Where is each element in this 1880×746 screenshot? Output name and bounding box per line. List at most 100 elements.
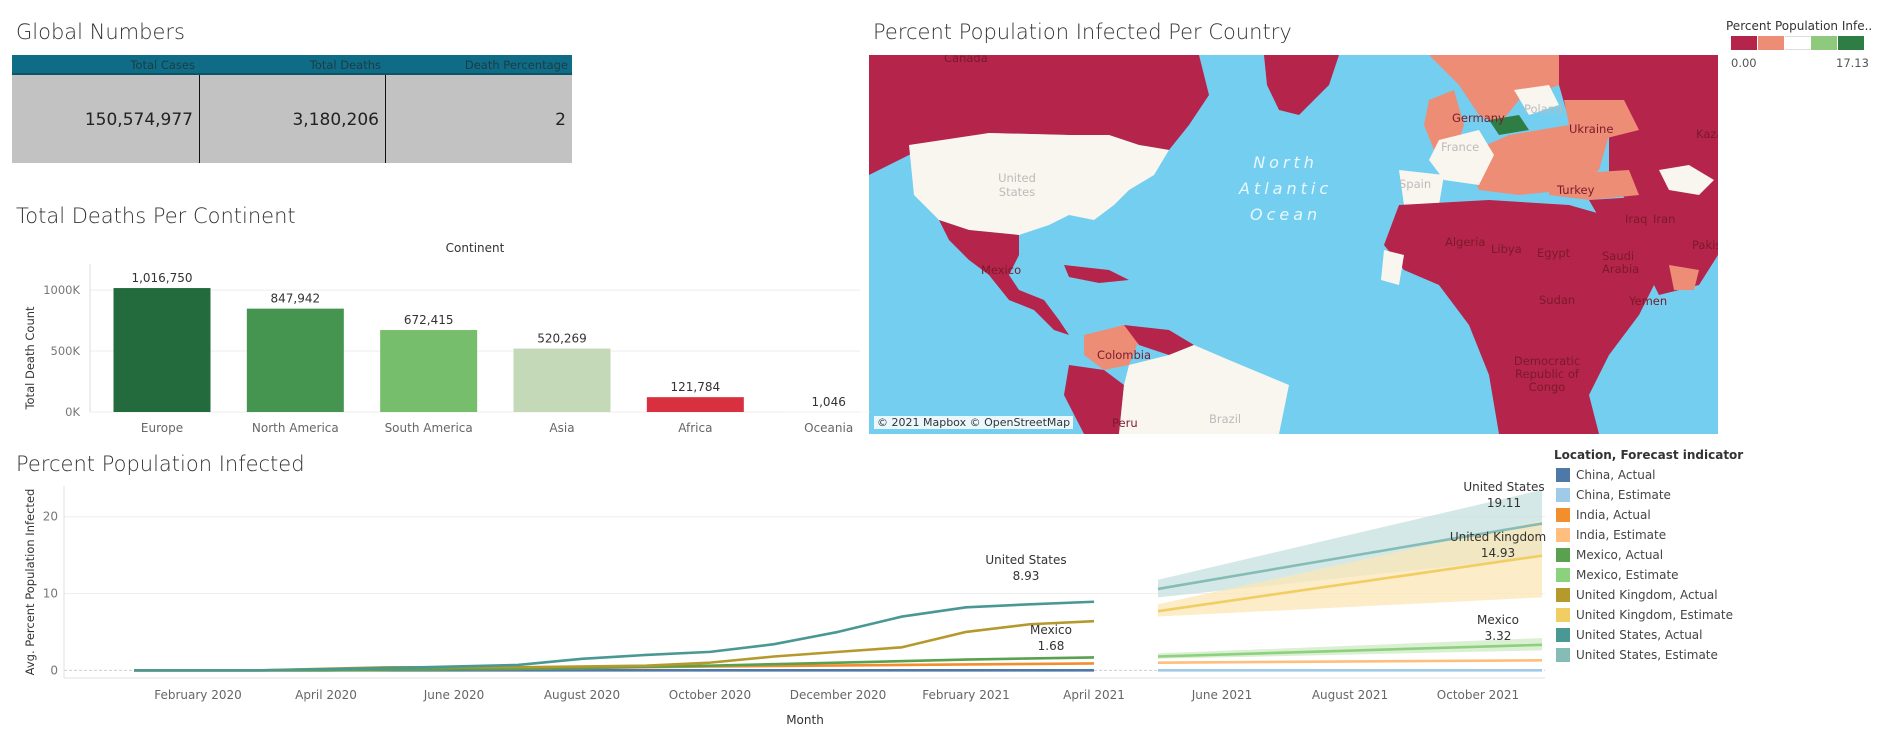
bar-africa bbox=[646, 397, 744, 412]
map-region-central-asia[interactable] bbox=[1659, 165, 1714, 195]
map-region-poland[interactable] bbox=[1514, 85, 1559, 115]
line-x-tick-label: February 2020 bbox=[154, 688, 242, 702]
bar-category-label: Africa bbox=[678, 421, 712, 435]
line-x-axis-label: Month bbox=[786, 713, 824, 727]
map-label-ukraine: Ukraine bbox=[1569, 122, 1614, 136]
map-legend-title: Percent Population Infe.. bbox=[1726, 19, 1873, 33]
line-annotation-value: 19.11 bbox=[1487, 496, 1521, 510]
line-x-tick-label: August 2020 bbox=[544, 688, 620, 702]
map-label-sudan: Sudan bbox=[1539, 293, 1576, 307]
line-x-tick-label: December 2020 bbox=[790, 688, 887, 702]
header-total-cases: Total Cases bbox=[130, 58, 195, 72]
bar-y-tick-label: 0K bbox=[65, 405, 80, 419]
map-title: Percent Population Infected Per Country bbox=[873, 20, 1292, 44]
line-series bbox=[1157, 522, 1543, 591]
value-death-percentage: 2 bbox=[385, 75, 572, 163]
map-region-peru[interactable] bbox=[1064, 365, 1124, 434]
continent-chart-title: Total Deaths Per Continent bbox=[16, 204, 296, 228]
map-region-mexico[interactable] bbox=[939, 220, 1069, 335]
legend-item[interactable]: United Kingdom, Actual bbox=[1556, 585, 1733, 605]
map-label-canada: Canada bbox=[944, 55, 988, 65]
map-label-saudi-arabia: Saudi Arabia bbox=[1602, 249, 1640, 276]
legend-color-5 bbox=[1838, 36, 1865, 50]
line-y-tick-label: 0 bbox=[50, 663, 58, 677]
map-label-iraq: Iraq bbox=[1625, 212, 1648, 226]
line-x-tick-label: August 2021 bbox=[1312, 688, 1388, 702]
bar-y-axis-label: Total Death Count bbox=[23, 306, 37, 411]
legend-swatch bbox=[1556, 608, 1570, 622]
map-region-colombia[interactable] bbox=[1084, 325, 1139, 370]
ocean-label-line-3: Ocean bbox=[1249, 205, 1322, 224]
line-series bbox=[1157, 659, 1543, 664]
map-legend-color-bar[interactable] bbox=[1731, 36, 1865, 50]
global-numbers-header-row: Total Cases Total Deaths Death Percentag… bbox=[12, 55, 572, 75]
map-label-united-states: United States bbox=[998, 171, 1036, 199]
legend-item[interactable]: Mexico, Actual bbox=[1556, 545, 1733, 565]
ocean-label-line-1: North bbox=[1253, 153, 1318, 172]
legend-swatch bbox=[1556, 548, 1570, 562]
global-numbers-value-row: 150,574,977 3,180,206 2 bbox=[12, 75, 572, 163]
bar-south-america bbox=[380, 330, 478, 412]
map-region-turkey[interactable] bbox=[1549, 170, 1639, 200]
map-region-czechia[interactable] bbox=[1489, 115, 1529, 135]
map-credit[interactable]: © 2021 Mapbox © OpenStreetMap bbox=[874, 416, 1074, 429]
bar-value-label: 847,942 bbox=[271, 292, 321, 306]
legend-color-1 bbox=[1731, 36, 1758, 50]
ocean-label-line-2: Atlantic bbox=[1239, 179, 1333, 198]
infection-line-chart[interactable]: 0 10 20 Avg. Percent Population Infected Mon… bbox=[0, 476, 1560, 746]
map-region-united-states[interactable] bbox=[909, 133, 1169, 235]
legend-label: India, Estimate bbox=[1576, 528, 1667, 542]
map-region-spain[interactable] bbox=[1399, 170, 1444, 205]
line-annotation-value: 1.68 bbox=[1038, 639, 1065, 653]
map-region-oman[interactable] bbox=[1669, 265, 1699, 290]
map-label-algeria: Algeria bbox=[1445, 235, 1486, 249]
map-region-ukraine[interactable] bbox=[1564, 100, 1639, 140]
map-region-canada[interactable] bbox=[869, 55, 1209, 175]
map-region-venezuela[interactable] bbox=[1124, 325, 1194, 355]
bar-oceania bbox=[780, 411, 870, 413]
legend-item[interactable]: Mexico, Estimate bbox=[1556, 565, 1733, 585]
map-region-west-sahara[interactable] bbox=[1381, 250, 1404, 285]
line-y-tick-label: 20 bbox=[43, 510, 58, 524]
line-x-tick-label: April 2021 bbox=[1063, 688, 1125, 702]
value-total-deaths: 3,180,206 bbox=[199, 75, 385, 163]
bar-category-label: Asia bbox=[549, 421, 574, 435]
line-y-axis-label: Avg. Percent Population Infected bbox=[23, 489, 37, 676]
legend-swatch bbox=[1556, 468, 1570, 482]
map-label-peru: Peru bbox=[1112, 416, 1138, 430]
header-death-percentage: Death Percentage bbox=[464, 58, 568, 72]
legend-swatch bbox=[1556, 528, 1570, 542]
map-region-scandinavia[interactable] bbox=[1429, 55, 1569, 125]
continent-bar-chart[interactable]: Continent 0K 500K 1000K Total Death Count 1,0… bbox=[0, 236, 870, 476]
map-region-brazil[interactable] bbox=[1119, 345, 1289, 434]
legend-label: United Kingdom, Actual bbox=[1576, 588, 1718, 602]
line-annotation-name: United Kingdom bbox=[1450, 530, 1546, 544]
legend-item[interactable]: China, Actual bbox=[1556, 465, 1733, 485]
map-region-africa[interactable] bbox=[1384, 200, 1659, 434]
map-label-egypt: Egypt bbox=[1537, 246, 1571, 260]
line-annotation-value: 8.93 bbox=[1013, 569, 1040, 583]
forecast-band bbox=[1158, 520, 1542, 617]
map-region-caribbean[interactable] bbox=[1064, 265, 1129, 283]
legend-item[interactable]: India, Estimate bbox=[1556, 525, 1733, 545]
map-region-france[interactable] bbox=[1429, 130, 1494, 185]
map-label-pakistan: Pakistan bbox=[1692, 238, 1718, 252]
line-annotation-name: United States bbox=[1463, 480, 1544, 494]
infection-map[interactable]: North Atlantic Ocean Canada United State… bbox=[869, 55, 1718, 434]
bar-chart-header: Continent bbox=[446, 241, 505, 255]
bar-value-label: 1,046 bbox=[811, 395, 845, 409]
legend-item[interactable]: United States, Actual bbox=[1556, 625, 1733, 645]
map-label-spain: Spain bbox=[1399, 177, 1432, 191]
line-annotation-name: Mexico bbox=[1030, 623, 1072, 637]
legend-item[interactable]: India, Actual bbox=[1556, 505, 1733, 525]
map-svg[interactable] bbox=[869, 55, 1718, 434]
legend-item[interactable]: China, Estimate bbox=[1556, 485, 1733, 505]
line-series bbox=[134, 600, 1095, 672]
map-label-france: France bbox=[1441, 140, 1480, 154]
line-series bbox=[1157, 554, 1543, 613]
map-region-greenland[interactable] bbox=[1264, 55, 1339, 115]
map-label-turkey: Turkey bbox=[1557, 183, 1595, 197]
legend-item[interactable]: United States, Estimate bbox=[1556, 645, 1733, 665]
legend-item[interactable]: United Kingdom, Estimate bbox=[1556, 605, 1733, 625]
legend-label: China, Actual bbox=[1576, 468, 1656, 482]
